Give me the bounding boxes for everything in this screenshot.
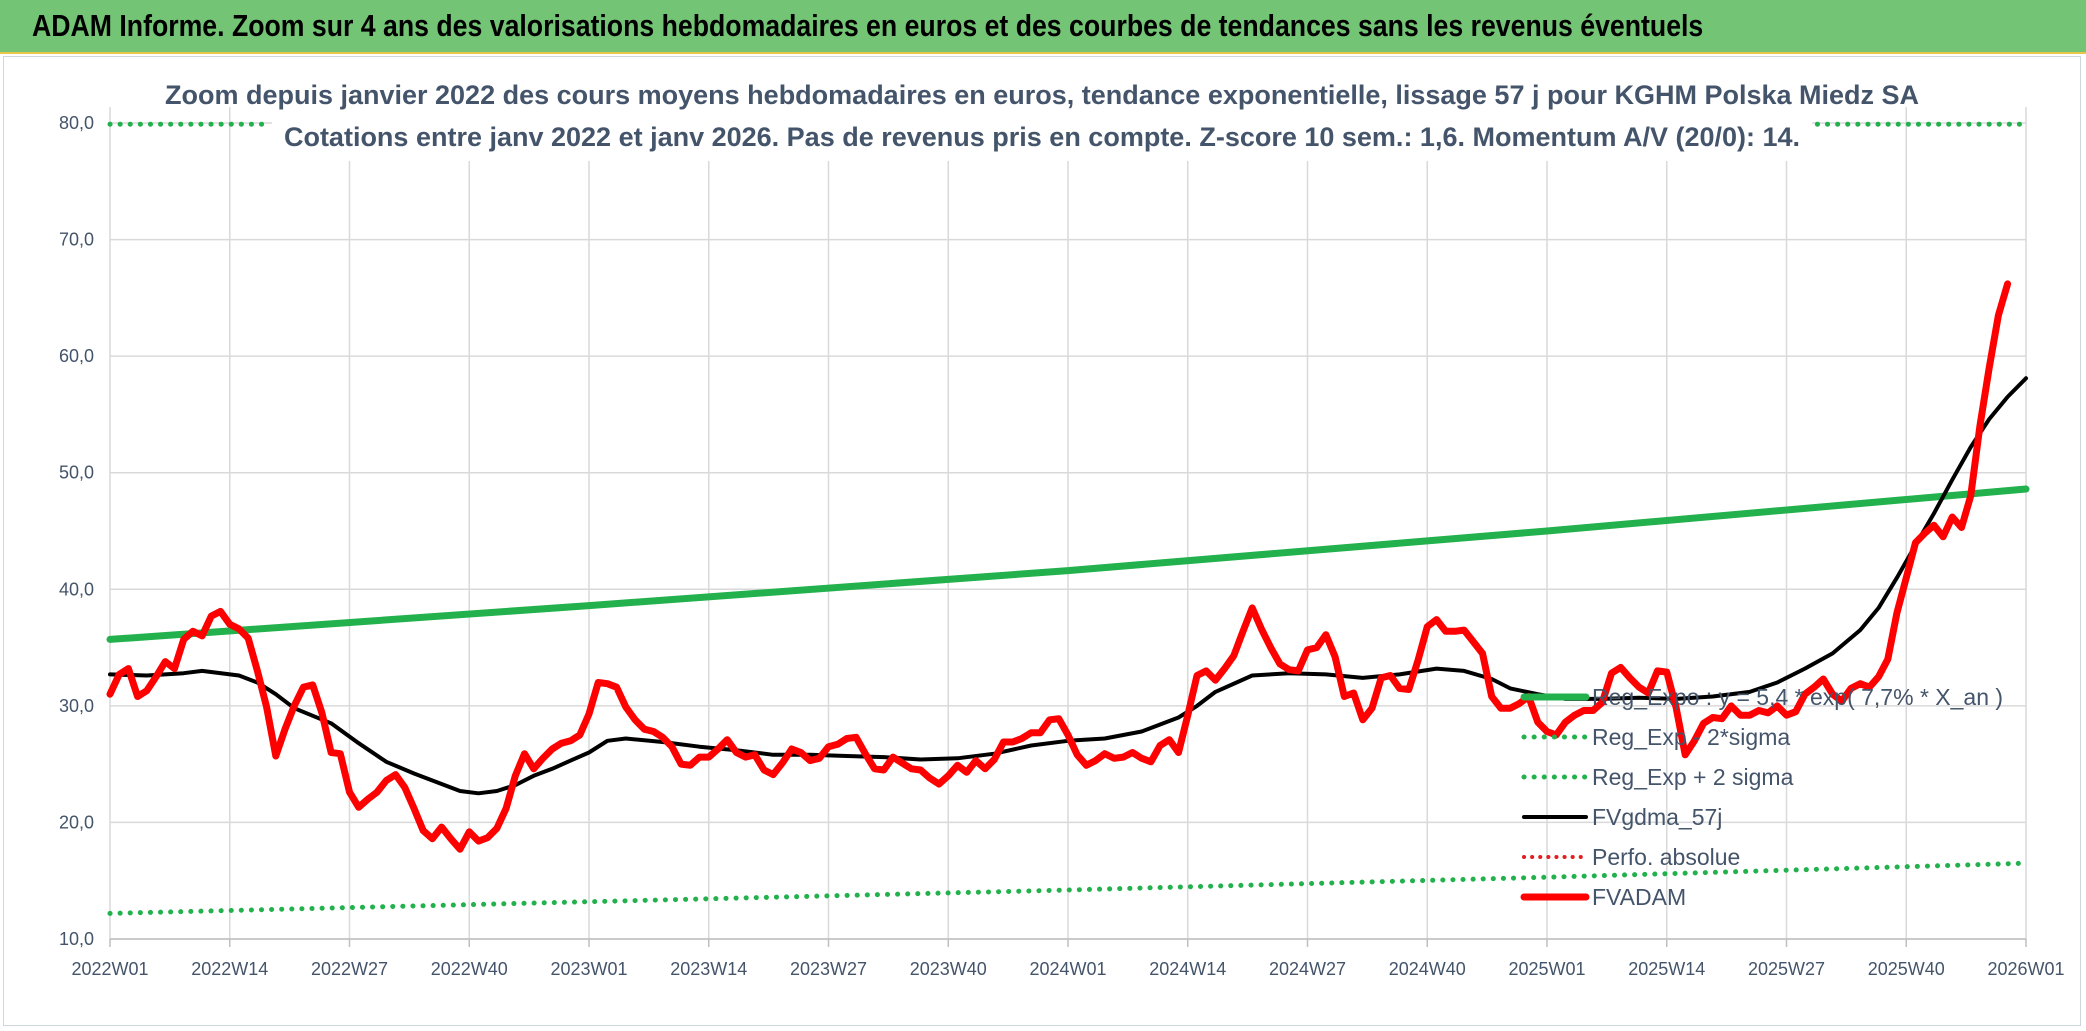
- grid-lines: [109, 107, 2027, 947]
- y-tick-label: 40,0: [59, 579, 94, 599]
- series-lines: [106, 121, 2030, 916]
- legend-reg-exp-minus-label: Reg_Exp - 2*sigma: [1592, 724, 1790, 750]
- x-tick-label: 2024W14: [1149, 959, 1226, 979]
- x-tick-label: 2022W40: [431, 959, 508, 979]
- x-tick-label: 2023W14: [670, 959, 747, 979]
- chart-frame: Zoom depuis janvier 2022 des cours moyen…: [3, 56, 2081, 1026]
- series-reg-expo: [106, 485, 2030, 643]
- y-tick-label: 20,0: [59, 812, 94, 832]
- x-tick-label: 2023W40: [910, 959, 987, 979]
- x-tick-label: 2022W27: [311, 959, 388, 979]
- x-tick-label: 2025W40: [1868, 959, 1945, 979]
- y-tick-label: 80,0: [59, 113, 94, 133]
- chart-title: Zoom depuis janvier 2022 des cours moyen…: [165, 80, 1919, 110]
- y-tick-label: 30,0: [59, 696, 94, 716]
- x-tick-label: 2026W01: [1987, 959, 2064, 979]
- y-tick-label: 70,0: [59, 230, 94, 250]
- report-title: ADAM Informe. Zoom sur 4 ans des valoris…: [32, 8, 1704, 43]
- y-tick-label: 50,0: [59, 463, 94, 483]
- x-tick-label: 2024W27: [1269, 959, 1346, 979]
- x-tick-label: 2022W01: [71, 959, 148, 979]
- legend: Reg_Expo : y = 5,4 * exp( 7,7% * X_an ) R…: [1520, 684, 2003, 910]
- x-tick-label: 2024W40: [1389, 959, 1466, 979]
- y-tick-label: 10,0: [59, 929, 94, 949]
- x-tick-label: 2025W27: [1748, 959, 1825, 979]
- series-reg-exp-minus: [107, 860, 2029, 916]
- x-tick-label: 2025W14: [1628, 959, 1705, 979]
- legend-reg-exp-plus-label: Reg_Exp + 2 sigma: [1592, 764, 1794, 790]
- series-fvgdma: [108, 376, 2028, 796]
- y-axis-ticks: 10,0 20,0 30,0 40,0 50,0 60,0 70,0 80,0: [59, 113, 94, 949]
- x-axis-ticks: 2022W01 2022W14 2022W27 2022W40 2023W01 2023W…: [71, 959, 2064, 979]
- line-chart: Zoom depuis janvier 2022 des cours moyen…: [59, 67, 2065, 979]
- title-background: [272, 67, 1812, 161]
- legend-perfo-label: Perfo. absolue: [1592, 844, 1740, 870]
- legend-fvgdma-label: FVgdma_57j: [1592, 804, 1722, 830]
- x-tick-label: 2022W14: [191, 959, 268, 979]
- chart-subtitle: Cotations entre janv 2022 et janv 2026. …: [284, 122, 1800, 152]
- legend-fvadam-label: FVADAM: [1592, 884, 1686, 910]
- series-fvadam: [106, 280, 2012, 853]
- report-banner: ADAM Informe. Zoom sur 4 ans des valoris…: [0, 0, 2086, 54]
- x-tick-label: 2024W01: [1029, 959, 1106, 979]
- x-tick-label: 2023W01: [550, 959, 627, 979]
- y-tick-label: 60,0: [59, 346, 94, 366]
- legend-reg-expo-label: Reg_Expo : y = 5,4 * exp( 7,7% * X_an ): [1592, 684, 2003, 710]
- x-tick-label: 2023W27: [790, 959, 867, 979]
- x-tick-label: 2025W01: [1508, 959, 1585, 979]
